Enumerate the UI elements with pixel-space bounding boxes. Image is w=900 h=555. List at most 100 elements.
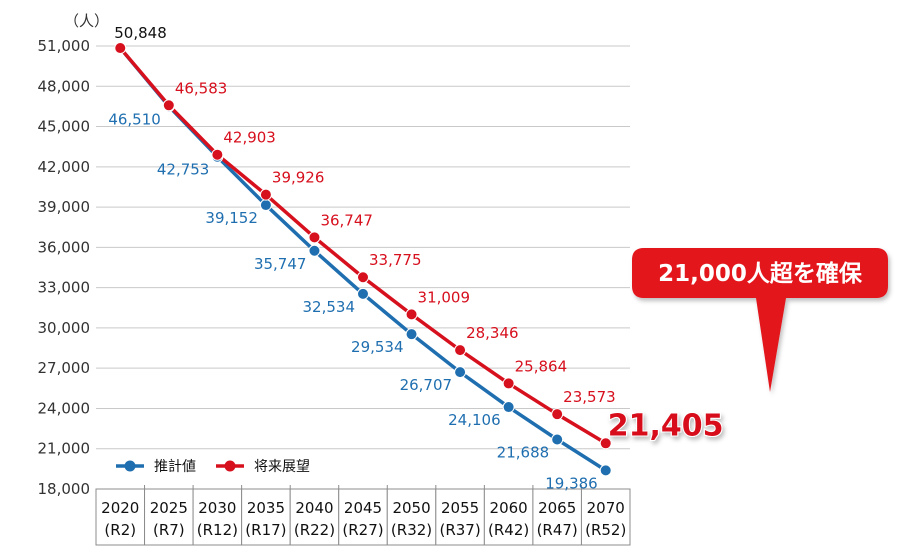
data-point — [454, 366, 467, 379]
data-label-estimate: 32,534 — [303, 298, 356, 316]
x-category-cell — [580, 488, 631, 546]
data-label-estimate: 21,688 — [497, 443, 550, 461]
data-point — [551, 408, 564, 421]
legend-label-outlook: 将来展望 — [254, 459, 310, 475]
data-point — [405, 308, 418, 321]
x-category-year: 2065 — [538, 499, 576, 517]
x-category-cell — [532, 488, 582, 546]
data-point — [357, 287, 369, 300]
x-category-year: 2055 — [441, 499, 479, 517]
x-category-cell — [95, 488, 146, 546]
x-category-era: (R27) — [342, 521, 383, 539]
y-axis: （人） 18,000 21,000 24,000 27,000 30,000 33,000… — [38, 12, 110, 498]
data-label-start: 50,848 — [114, 24, 167, 42]
gridlines — [96, 45, 630, 490]
data-point — [259, 188, 272, 201]
x-category-cell — [338, 488, 388, 546]
x-category-cell — [386, 488, 437, 546]
x-category-era: (R52) — [585, 521, 626, 539]
data-point — [551, 433, 564, 446]
y-tick-label: 18,000 — [38, 480, 91, 498]
data-point — [599, 437, 612, 450]
data-point — [405, 328, 418, 341]
data-point — [502, 377, 515, 390]
data-point — [502, 401, 515, 414]
data-label-estimate: 29,534 — [351, 338, 404, 356]
data-label-outlook: 25,864 — [515, 357, 568, 375]
x-axis: 2020 (R2) 2025 (R7) 2030 (R12) 2035 (R17) 2040 (R… — [95, 485, 631, 546]
series-lines — [114, 42, 612, 477]
y-tick-label: 21,000 — [38, 440, 91, 458]
data-point — [308, 231, 321, 244]
x-category-year: 2035 — [247, 499, 285, 517]
data-point — [454, 344, 467, 357]
x-category-era: (R17) — [245, 521, 286, 539]
data-label-outlook: 46,583 — [175, 79, 228, 97]
y-tick-label: 24,000 — [38, 399, 91, 417]
y-tick-label: 30,000 — [38, 319, 91, 337]
data-point — [599, 464, 612, 477]
data-label-estimate: 42,753 — [157, 161, 210, 179]
x-category-year: 2070 — [587, 499, 625, 517]
x-category-era: (R37) — [439, 521, 480, 539]
x-category-era: (R2) — [104, 521, 136, 539]
data-label-outlook: 31,009 — [418, 288, 471, 306]
callout-bubble — [632, 248, 888, 392]
legend-marker-outlook — [224, 460, 236, 472]
x-category-era: (R22) — [294, 521, 335, 539]
x-category-cell — [289, 488, 340, 546]
x-category-year: 2030 — [198, 499, 236, 517]
data-label-outlook: 33,775 — [369, 251, 422, 269]
x-category-cell — [241, 488, 291, 546]
data-label-estimate: 24,106 — [448, 411, 501, 429]
data-point — [259, 199, 272, 212]
series-line — [118, 46, 607, 472]
data-label-estimate: 39,152 — [205, 209, 258, 227]
data-point — [162, 99, 175, 112]
data-label-outlook: 28,346 — [466, 324, 519, 342]
y-tick-label: 36,000 — [38, 238, 91, 256]
callout-text: 21,000人超を確保 — [658, 260, 863, 287]
x-category-year: 2045 — [344, 499, 382, 517]
data-label-outlook: 42,903 — [223, 129, 276, 147]
y-tick-label: 33,000 — [38, 279, 91, 297]
x-category-year: 2060 — [490, 499, 528, 517]
callout: 21,000人超を確保 — [632, 248, 888, 392]
data-label-outlook-final: 21,405 — [608, 408, 724, 443]
x-category-year: 2050 — [392, 499, 430, 517]
legend: 推計値 将来展望 — [116, 459, 310, 475]
data-labels: 46,510 42,753 39,152 35,747 32,534 29,534 26,7… — [108, 24, 724, 492]
data-point — [114, 42, 127, 55]
data-label-outlook: 39,926 — [272, 169, 325, 187]
series-line — [118, 46, 607, 445]
y-axis-unit-label: （人） — [64, 12, 109, 30]
x-category-era: (R32) — [391, 521, 432, 539]
legend-label-estimate: 推計値 — [154, 459, 196, 475]
x-category-era: (R7) — [153, 521, 185, 539]
data-label-estimate: 46,510 — [108, 110, 161, 128]
y-tick-label: 51,000 — [38, 37, 91, 55]
data-label-outlook: 36,747 — [320, 211, 373, 229]
x-category-era: (R42) — [488, 521, 529, 539]
x-category-era: (R12) — [197, 521, 238, 539]
y-tick-label: 42,000 — [38, 158, 91, 176]
y-tick-label: 48,000 — [38, 77, 91, 95]
x-category-cell — [192, 488, 243, 546]
x-category-year: 2020 — [101, 499, 139, 517]
x-category-year: 2040 — [295, 499, 333, 517]
y-tick-label: 45,000 — [38, 118, 91, 136]
legend-marker-estimate — [124, 460, 136, 472]
data-label-estimate: 26,707 — [400, 376, 453, 394]
y-tick-label: 27,000 — [38, 359, 91, 377]
x-category-cell — [483, 488, 534, 546]
x-category-era: (R47) — [537, 521, 578, 539]
x-category-cell — [144, 488, 194, 546]
x-category-year: 2025 — [150, 499, 188, 517]
data-label-estimate: 35,747 — [254, 255, 307, 273]
data-point — [211, 148, 224, 161]
y-tick-label: 39,000 — [38, 198, 91, 216]
data-point — [308, 244, 321, 257]
data-label-outlook: 23,573 — [563, 388, 616, 406]
data-point — [357, 271, 369, 284]
